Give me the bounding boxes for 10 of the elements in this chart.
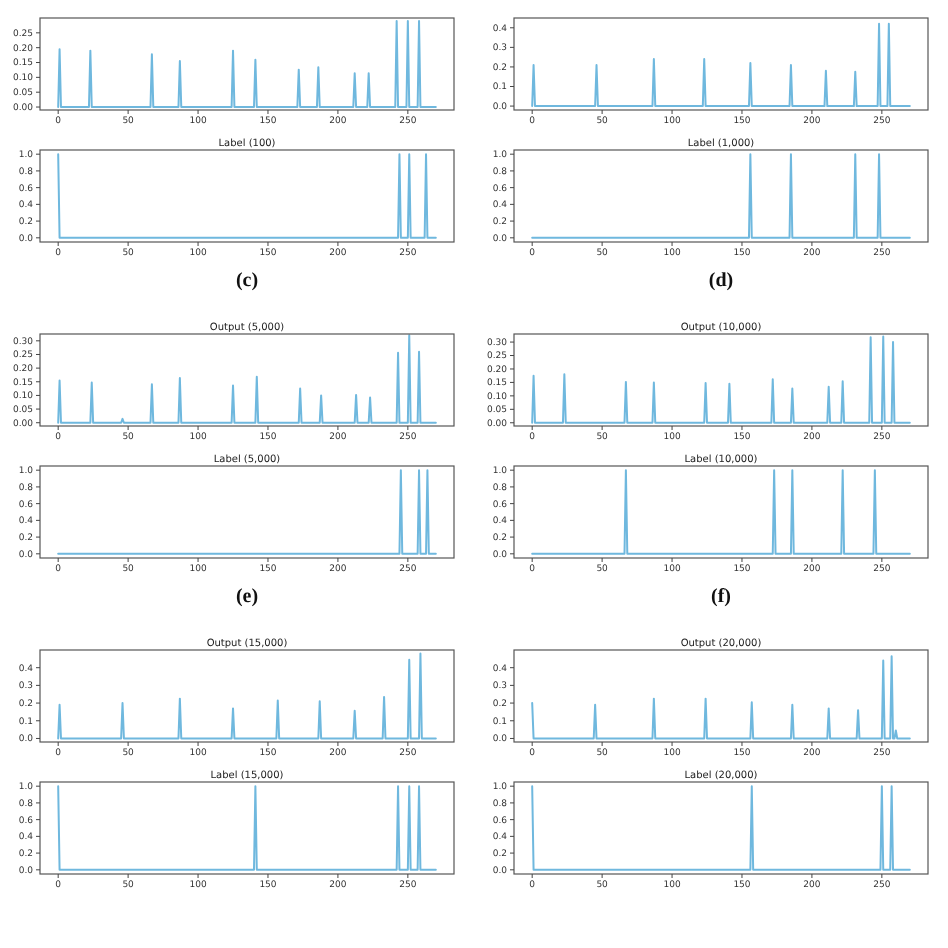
line-series — [57, 19, 437, 109]
text: (f) — [711, 586, 731, 608]
line-series — [531, 655, 911, 740]
text: (e) — [235, 586, 259, 608]
line-series — [531, 22, 911, 108]
text: (c) — [235, 270, 259, 292]
line-series — [57, 652, 437, 740]
text: (d) — [708, 270, 734, 292]
line-series — [57, 334, 437, 424]
line-series — [531, 335, 911, 424]
